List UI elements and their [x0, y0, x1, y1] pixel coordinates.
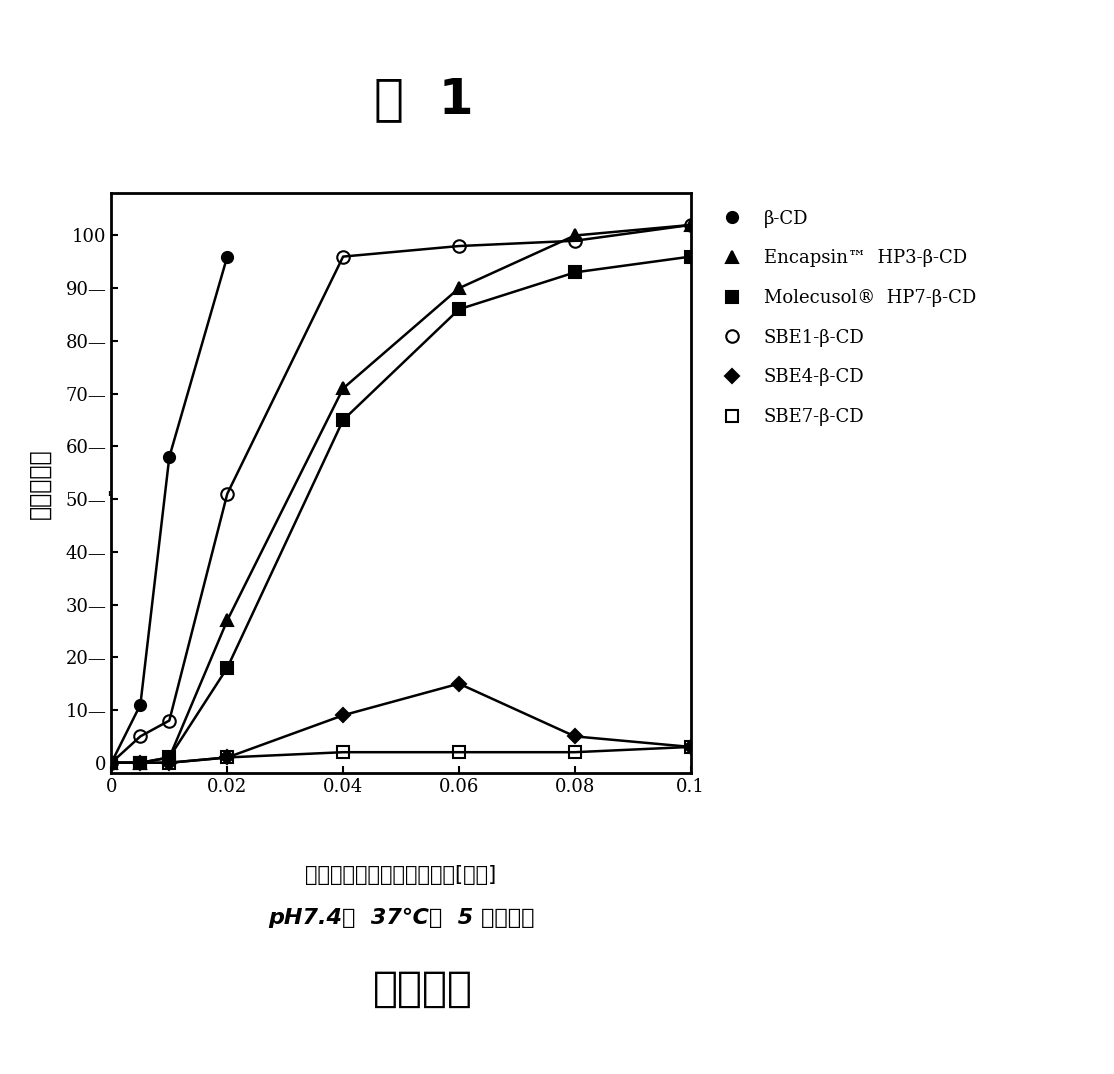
Text: pH7.4，  37℃，  5 分钟温育: pH7.4， 37℃， 5 分钟温育: [267, 908, 535, 928]
Text: ': ': [106, 490, 111, 509]
Text: 磷酸缓冲盐中的环糊精浓度[摩尔]: 磷酸缓冲盐中的环糊精浓度[摩尔]: [305, 865, 497, 885]
Y-axis label: 溶血百分比: 溶血百分比: [28, 448, 51, 519]
Legend: β-CD, Encapsin™  HP3-β-CD, Molecusol®  HP7-β-CD, SBE1-β-CD, SBE4-β-CD, SBE7-β-CD: β-CD, Encapsin™ HP3-β-CD, Molecusol® HP7…: [712, 202, 984, 433]
Text: 现有技术: 现有技术: [373, 968, 473, 1010]
Text: 图  1: 图 1: [373, 75, 473, 124]
